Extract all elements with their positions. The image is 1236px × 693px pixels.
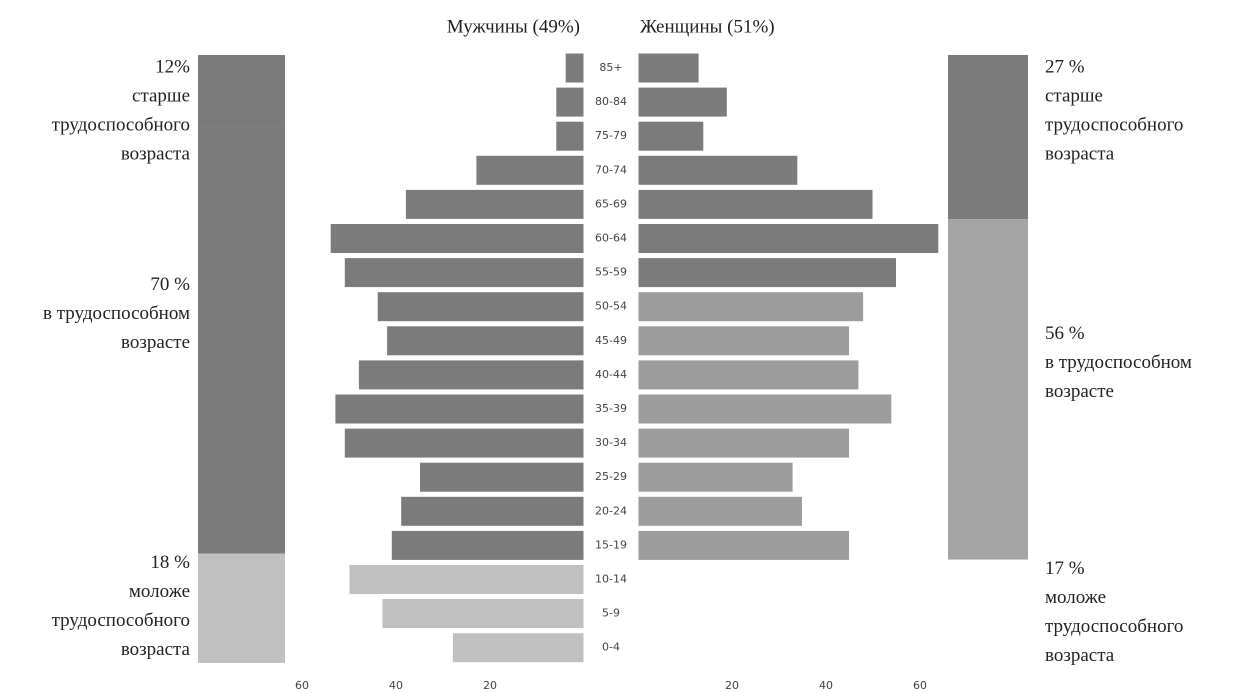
summary-text: трудоспособного	[1045, 114, 1183, 135]
bar	[475, 154, 585, 186]
bar	[637, 359, 860, 391]
bar	[637, 393, 893, 425]
summary-segment	[198, 55, 285, 128]
summary-segment	[948, 219, 1028, 560]
summary-label: 17 %	[1045, 558, 1085, 579]
summary-segment	[198, 127, 285, 554]
bar	[404, 188, 585, 220]
age-label: 60-64	[595, 232, 627, 245]
age-label: 15-19	[595, 538, 627, 551]
summary-text: возрасте	[1045, 381, 1114, 402]
bar	[637, 427, 850, 459]
x-tick-label: 20	[725, 679, 739, 692]
age-label: 40-44	[595, 368, 627, 381]
age-label: 75-79	[595, 129, 627, 142]
bar	[637, 291, 865, 323]
summary-segment	[948, 559, 1028, 663]
summary-label: 56 %	[1045, 323, 1085, 344]
bar	[637, 120, 705, 152]
x-tick-label: 40	[389, 679, 403, 692]
summary-text: трудоспособного	[52, 114, 190, 135]
bar	[637, 223, 940, 254]
bar	[637, 154, 799, 186]
x-tick-label: 40	[819, 679, 833, 692]
bar	[334, 393, 585, 425]
summary-text: возраста	[1045, 645, 1115, 666]
age-label: 25-29	[595, 470, 627, 483]
bar	[390, 529, 585, 561]
age-label: 45-49	[595, 334, 627, 347]
summary-segment	[198, 553, 285, 663]
series-name: Мужчины (49%)	[447, 16, 580, 37]
age-label: 5-9	[602, 607, 620, 620]
bar	[637, 529, 850, 561]
summary-text: возраста	[1045, 143, 1115, 164]
bar	[637, 86, 728, 118]
summary-text: возраста	[121, 639, 191, 660]
summary-text: в трудоспособном	[43, 303, 190, 324]
bar	[329, 223, 585, 254]
summary-text: возраста	[121, 143, 191, 164]
bar	[381, 598, 585, 630]
summary-text: моложе	[129, 581, 190, 602]
bar	[555, 120, 585, 152]
bar	[343, 427, 585, 459]
age-label: 55-59	[595, 266, 627, 279]
summary-text: в трудоспособном	[1045, 352, 1192, 373]
bar	[419, 461, 585, 493]
summary-text: моложе	[1045, 587, 1106, 608]
summary-label: 70 %	[150, 274, 190, 295]
age-label: 85+	[599, 61, 622, 74]
summary-text: трудоспособного	[52, 610, 190, 631]
summary-segment	[948, 55, 1028, 220]
x-tick-label: 20	[483, 679, 497, 692]
bar	[637, 52, 700, 84]
bar	[357, 359, 585, 391]
bar	[637, 257, 897, 289]
age-label: 35-39	[595, 402, 627, 415]
bar	[386, 325, 585, 357]
age-label: 80-84	[595, 95, 627, 108]
summary-text: возрасте	[121, 332, 190, 353]
series-name: Женщины (51%)	[640, 16, 775, 37]
bar	[555, 86, 585, 118]
x-tick-label: 60	[913, 679, 927, 692]
summary-text: старше	[1045, 85, 1103, 106]
bar	[376, 291, 585, 323]
age-label: 20-24	[595, 504, 627, 517]
summary-label: 18 %	[150, 552, 190, 573]
bar	[564, 52, 585, 84]
age-label: 30-34	[595, 436, 627, 449]
bar	[637, 325, 850, 357]
bar	[451, 632, 585, 664]
bar	[348, 564, 585, 595]
age-label: 65-69	[595, 197, 627, 210]
age-label: 50-54	[595, 300, 627, 313]
summary-text: старше	[132, 85, 190, 106]
age-label: 70-74	[595, 163, 627, 176]
summary-label: 27 %	[1045, 56, 1085, 77]
age-label: 10-14	[595, 573, 627, 586]
summary-label: 12%	[155, 56, 190, 77]
bar	[343, 257, 585, 289]
bar	[637, 495, 803, 527]
x-tick-label: 60	[295, 679, 309, 692]
age-label: 0-4	[602, 641, 620, 654]
bar	[637, 461, 794, 493]
summary-text: трудоспособного	[1045, 616, 1183, 637]
bar	[400, 495, 585, 527]
bar	[637, 188, 874, 220]
